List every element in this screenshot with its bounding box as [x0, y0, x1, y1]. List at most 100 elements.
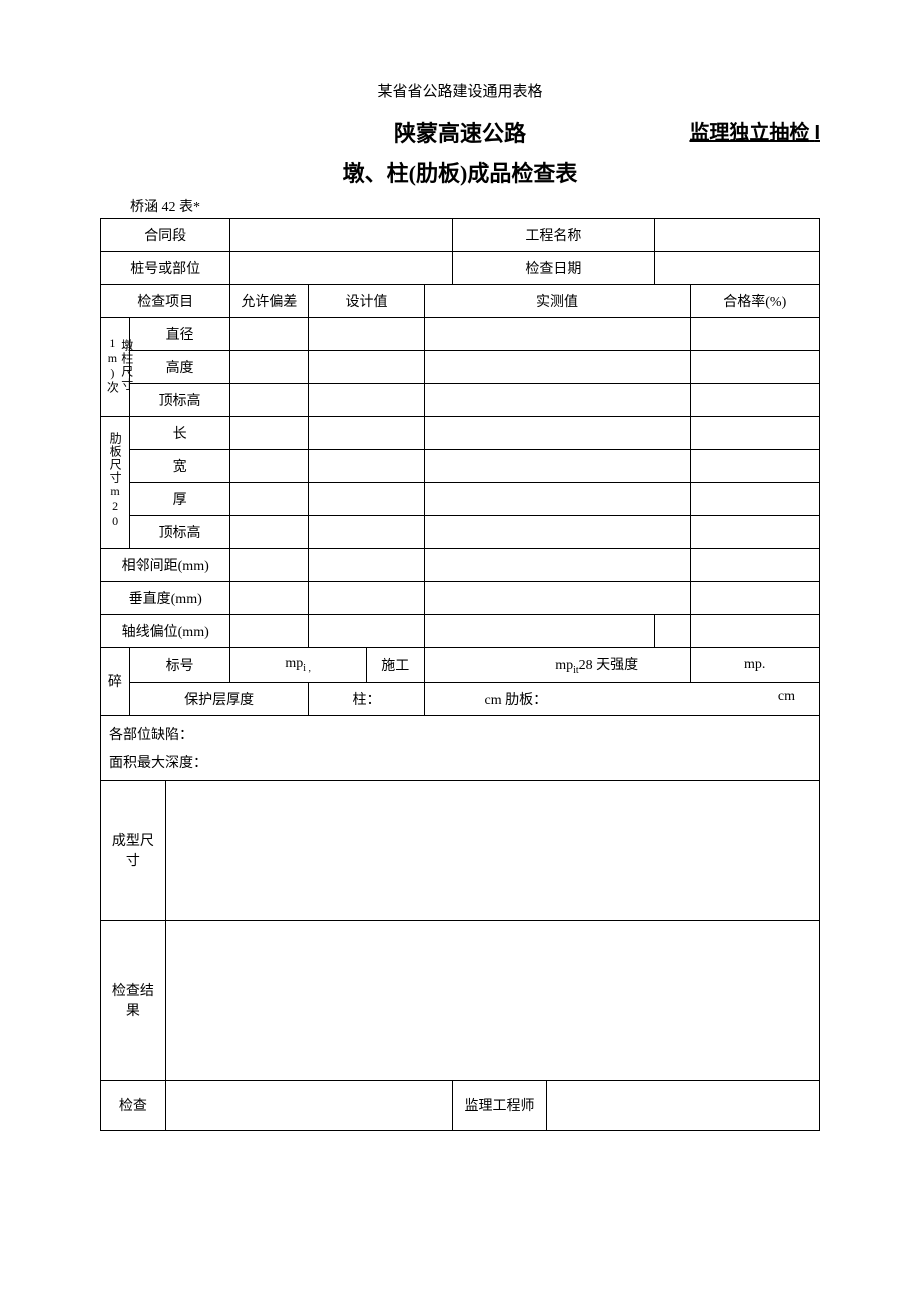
cell [690, 615, 820, 648]
cell [309, 582, 424, 615]
cell [230, 582, 309, 615]
table-row: 检查项目 允许偏差 设计值 实测值 合格率(%) [101, 285, 820, 318]
check-date-value [654, 252, 819, 285]
adjacent-spacing-label: 相邻间距(mm) [101, 549, 230, 582]
cell [309, 450, 424, 483]
supervisor-value [546, 1080, 819, 1130]
table-row: 垂直度(mm) [101, 582, 820, 615]
cell [309, 483, 424, 516]
forming-size-value [165, 780, 819, 920]
cell [309, 516, 424, 549]
construction-label: 施工 [366, 648, 424, 683]
cell [424, 549, 690, 582]
cell [309, 351, 424, 384]
cell [424, 417, 690, 450]
cell [424, 615, 654, 648]
cell [654, 615, 690, 648]
table-ref: 桥涵 42 表* [130, 196, 820, 216]
strength-unit: mp. [690, 648, 820, 683]
table-row: 检查 监理工程师 [101, 1080, 820, 1130]
table-row: 顶标高 [101, 516, 820, 549]
table-row: 相邻间距(mm) [101, 549, 820, 582]
table-row: 肋板尺寸m20 长 [101, 417, 820, 450]
cell [230, 549, 309, 582]
inspection-table: 合同段 工程名称 桩号或部位 检查日期 检查项目 允许偏差 设计值 实测值 合格… [100, 218, 820, 1131]
cell [230, 516, 309, 549]
pier-group-label: 墩柱尺寸1m)次 [101, 318, 130, 417]
concrete-label: 碎 [101, 648, 130, 716]
cell [690, 318, 820, 351]
cover-thickness-label: 保护层厚度 [129, 682, 309, 715]
allowed-deviation-header: 允许偏差 [230, 285, 309, 318]
check-result-label: 检查结果 [101, 920, 166, 1080]
header-small-title: 某省省公路建设通用表格 [100, 80, 820, 101]
cell [690, 351, 820, 384]
cell [230, 450, 309, 483]
cell [230, 384, 309, 417]
grade-label: 标号 [129, 648, 230, 683]
cell [309, 615, 424, 648]
table-row: 检查结果 [101, 920, 820, 1080]
cell [424, 384, 690, 417]
table-row: 宽 [101, 450, 820, 483]
pier-top-elev-label: 顶标高 [129, 384, 230, 417]
rib-thickness-label: 厚 [129, 483, 230, 516]
main-title: 陕蒙高速公路 [394, 116, 526, 148]
rib-group-label: 肋板尺寸m20 [101, 417, 130, 549]
table-row: 厚 [101, 483, 820, 516]
measured-value-header: 实测值 [424, 285, 690, 318]
cell [690, 549, 820, 582]
grade-unit: mpi , [230, 648, 367, 683]
cell [230, 615, 309, 648]
cell [424, 582, 690, 615]
project-name-value [654, 219, 819, 252]
cell [690, 483, 820, 516]
title-row: 陕蒙高速公路 监理独立抽检 I [100, 116, 820, 148]
cell [309, 417, 424, 450]
rib-length-label: 长 [129, 417, 230, 450]
cell [424, 351, 690, 384]
table-row: 各部位缺陷： 面积最大深度： [101, 715, 820, 780]
contract-section-value [230, 219, 453, 252]
cell [309, 384, 424, 417]
cell [690, 450, 820, 483]
cell [424, 483, 690, 516]
check-sig-value [165, 1080, 453, 1130]
cell [690, 516, 820, 549]
cell [690, 417, 820, 450]
cell [424, 450, 690, 483]
cell [230, 417, 309, 450]
table-row: 碎 标号 mpi , 施工 mpit28 天强度 mp. [101, 648, 820, 683]
check-date-label: 检查日期 [453, 252, 654, 285]
rib-top-elev-label: 顶标高 [129, 516, 230, 549]
table-row: 合同段 工程名称 [101, 219, 820, 252]
design-value-header: 设计值 [309, 285, 424, 318]
project-name-label: 工程名称 [453, 219, 654, 252]
table-row: 高度 [101, 351, 820, 384]
cell [690, 582, 820, 615]
defect-line2: 面积最大深度： [109, 752, 811, 772]
cell [690, 384, 820, 417]
table-row: 桩号或部位 检查日期 [101, 252, 820, 285]
table-row: 成型尺寸 [101, 780, 820, 920]
rib-width-label: 宽 [129, 450, 230, 483]
pile-location-label: 桩号或部位 [101, 252, 230, 285]
table-row: 轴线偏位(mm) [101, 615, 820, 648]
cell [230, 351, 309, 384]
cell [230, 318, 309, 351]
cell [230, 483, 309, 516]
cell [424, 516, 690, 549]
table-row: 墩柱尺寸1m)次 直径 [101, 318, 820, 351]
cell [424, 318, 690, 351]
strength-28-label: mpit28 天强度 [424, 648, 690, 683]
axis-offset-label: 轴线偏位(mm) [101, 615, 230, 648]
pile-location-value [230, 252, 453, 285]
check-item-header: 检查项目 [101, 285, 230, 318]
check-sig-label: 检查 [101, 1080, 166, 1130]
forming-size-label: 成型尺寸 [101, 780, 166, 920]
table-row: 顶标高 [101, 384, 820, 417]
cell [309, 318, 424, 351]
defect-line1: 各部位缺陷： [109, 724, 811, 744]
check-result-value [165, 920, 819, 1080]
defects-cell: 各部位缺陷： 面积最大深度： [101, 715, 820, 780]
